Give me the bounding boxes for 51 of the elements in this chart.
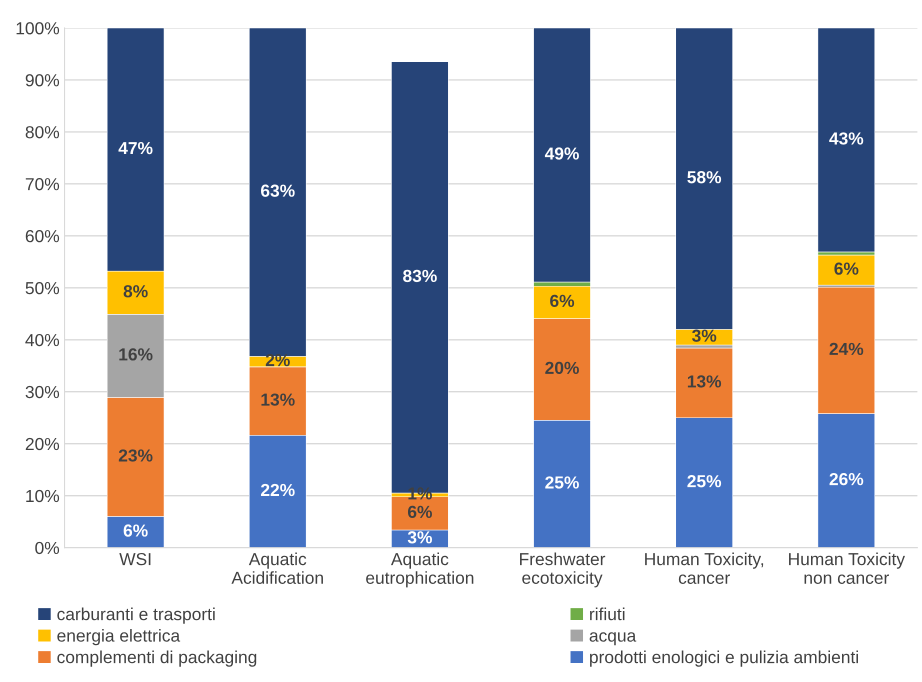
- data-label: 26%: [830, 472, 864, 486]
- x-tick-label: Human Toxicity non cancer: [789, 552, 905, 584]
- data-label: 6%: [834, 262, 858, 275]
- data-label: 24%: [830, 342, 864, 356]
- bar: [533, 28, 591, 282]
- data-label: 49%: [544, 147, 579, 160]
- y-tick-label: 60%: [26, 230, 60, 242]
- data-label: 58%: [687, 171, 722, 184]
- y-tick-label: 100%: [16, 22, 60, 34]
- legend-label: energia elettrica: [57, 629, 180, 646]
- y-tick-label: 80%: [26, 126, 60, 138]
- data-label: 13%: [261, 393, 295, 406]
- data-label: 16%: [119, 348, 153, 361]
- legend-label: acqua: [590, 632, 636, 646]
- data-label: 83%: [403, 270, 437, 282]
- data-label: 6%: [408, 506, 432, 518]
- legend-label: rifiuti: [590, 608, 624, 620]
- data-label: 47%: [118, 142, 153, 154]
- y-tick-label: 10%: [26, 490, 60, 502]
- data-label: 3%: [692, 330, 716, 342]
- y-tick-label: 30%: [26, 386, 60, 398]
- x-tick-label: WSI: [119, 552, 150, 566]
- data-label: 6%: [124, 524, 148, 537]
- y-tick-label: 0%: [35, 542, 60, 554]
- x-tick-label: Human Toxicity, cancer: [645, 552, 764, 584]
- data-label: 23%: [118, 449, 153, 462]
- data-label: 13%: [688, 375, 722, 388]
- legend-label: carburanti e trasporti: [57, 608, 215, 624]
- legend-label: prodotti enologici e pulizia ambienti: [590, 650, 858, 667]
- y-tick-label: 90%: [26, 74, 60, 86]
- data-label: 3%: [408, 531, 432, 544]
- y-tick-label: 20%: [26, 438, 60, 450]
- y-tick-label: 70%: [26, 178, 60, 190]
- data-label: 8%: [124, 285, 148, 298]
- data-label: 63%: [261, 184, 295, 197]
- data-label: 25%: [687, 475, 722, 488]
- data-label: 25%: [545, 476, 579, 489]
- data-label: 2%: [266, 354, 290, 366]
- y-tick-label: 40%: [25, 334, 60, 346]
- legend-label: complementi di packaging: [57, 650, 256, 667]
- data-label: 20%: [545, 362, 579, 374]
- x-tick-label: Freshwater ecotoxicity: [520, 552, 606, 588]
- bar: [818, 28, 876, 252]
- data-label: 6%: [550, 294, 574, 308]
- x-tick-label: Aquatic Acidification: [231, 552, 323, 584]
- y-tick-label: 50%: [26, 282, 60, 294]
- bar: [818, 254, 876, 286]
- x-tick-label: Aquatic eutrophication: [366, 552, 474, 588]
- data-label: 1%: [408, 487, 432, 500]
- data-label: 43%: [829, 132, 864, 145]
- data-label: 22%: [260, 484, 295, 496]
